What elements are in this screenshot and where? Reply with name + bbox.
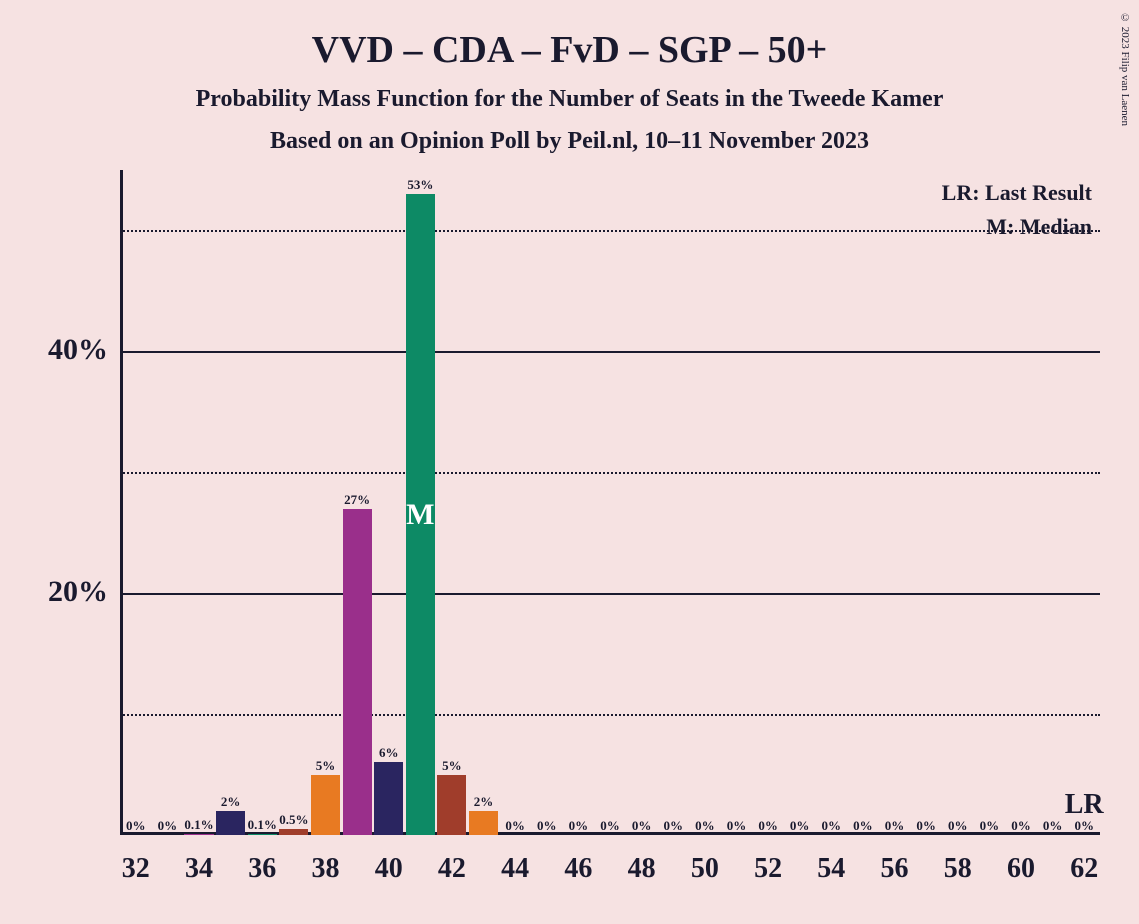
- bar-value-label: 0.1%: [248, 817, 277, 833]
- bar-value-label: 0%: [853, 818, 873, 834]
- bar-value-label: 5%: [442, 758, 462, 774]
- legend-item: M: Median: [986, 214, 1092, 240]
- bar-value-label: 0%: [632, 818, 652, 834]
- bar: [437, 775, 466, 835]
- bar-value-label: 0%: [885, 818, 905, 834]
- bar-value-label: 0%: [695, 818, 715, 834]
- legend-item: LR: Last Result: [942, 180, 1092, 206]
- x-axis-label: 62: [1070, 853, 1098, 885]
- bar-value-label: 2%: [474, 794, 494, 810]
- bar-value-label: 5%: [316, 758, 336, 774]
- chart-plot-area: 20%40%0%0%0.1%2%0.1%0.5%5%27%6%53%5%2%0%…: [120, 170, 1100, 835]
- bar-value-label: 0%: [569, 818, 589, 834]
- gridline: [120, 472, 1100, 474]
- bar-value-label: 0.1%: [184, 817, 213, 833]
- bar-value-label: 27%: [344, 492, 370, 508]
- x-axis-label: 48: [628, 853, 656, 885]
- y-axis-label: 20%: [8, 575, 108, 609]
- bar: [343, 509, 372, 835]
- bar-value-label: 2%: [221, 794, 241, 810]
- bar-value-label: 0%: [537, 818, 557, 834]
- x-axis-label: 50: [691, 853, 719, 885]
- x-axis-label: 38: [311, 853, 339, 885]
- bar: [184, 834, 213, 835]
- chart-title: VVD – CDA – FvD – SGP – 50+: [0, 28, 1139, 72]
- y-axis: [120, 170, 123, 835]
- x-axis-label: 52: [754, 853, 782, 885]
- bar-value-label: 0%: [727, 818, 747, 834]
- median-marker: M: [406, 498, 434, 532]
- gridline: [120, 714, 1100, 716]
- bar-value-label: 0.5%: [279, 812, 308, 828]
- bar-value-label: 6%: [379, 745, 399, 761]
- bar-value-label: 0%: [505, 818, 525, 834]
- bar-value-label: 0%: [822, 818, 842, 834]
- x-axis-label: 58: [944, 853, 972, 885]
- bar-value-label: 0%: [758, 818, 778, 834]
- gridline: [120, 230, 1100, 232]
- chart-subtitle-1: Probability Mass Function for the Number…: [0, 86, 1139, 113]
- x-axis-label: 42: [438, 853, 466, 885]
- x-axis-label: 32: [122, 853, 150, 885]
- x-axis-label: 36: [248, 853, 276, 885]
- chart-subtitle-2: Based on an Opinion Poll by Peil.nl, 10–…: [0, 128, 1139, 155]
- x-axis-label: 34: [185, 853, 213, 885]
- x-axis-label: 54: [817, 853, 845, 885]
- bar: [469, 811, 498, 835]
- gridline: [120, 593, 1100, 595]
- x-axis-label: 60: [1007, 853, 1035, 885]
- x-axis-label: 40: [375, 853, 403, 885]
- bar: [216, 811, 245, 835]
- bar-value-label: 0%: [1011, 818, 1031, 834]
- bar: [311, 775, 340, 835]
- bar-value-label: 0%: [980, 818, 1000, 834]
- bar-value-label: 0%: [126, 818, 146, 834]
- last-result-marker: LR: [1065, 789, 1104, 821]
- bar-value-label: 53%: [407, 177, 433, 193]
- bar: [248, 834, 277, 835]
- x-axis-label: 46: [564, 853, 592, 885]
- y-axis-label: 40%: [8, 333, 108, 367]
- bar-value-label: 0%: [158, 818, 178, 834]
- bar: [374, 762, 403, 835]
- bar-value-label: 0%: [790, 818, 810, 834]
- bar-value-label: 0%: [663, 818, 683, 834]
- bar-value-label: 0%: [600, 818, 620, 834]
- bar-value-label: 0%: [1043, 818, 1063, 834]
- gridline: [120, 351, 1100, 353]
- bar-value-label: 0%: [916, 818, 936, 834]
- bar: [279, 829, 308, 835]
- x-axis-label: 44: [501, 853, 529, 885]
- x-axis-label: 56: [881, 853, 909, 885]
- bar-value-label: 0%: [948, 818, 968, 834]
